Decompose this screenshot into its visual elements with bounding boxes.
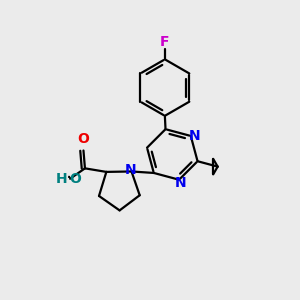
- Text: O: O: [69, 172, 81, 186]
- Text: F: F: [160, 35, 170, 49]
- Text: N: N: [175, 176, 186, 190]
- Text: H: H: [56, 172, 68, 186]
- Text: ·: ·: [65, 169, 72, 188]
- Text: N: N: [125, 163, 137, 177]
- Text: O: O: [77, 132, 89, 146]
- Text: N: N: [188, 129, 200, 143]
